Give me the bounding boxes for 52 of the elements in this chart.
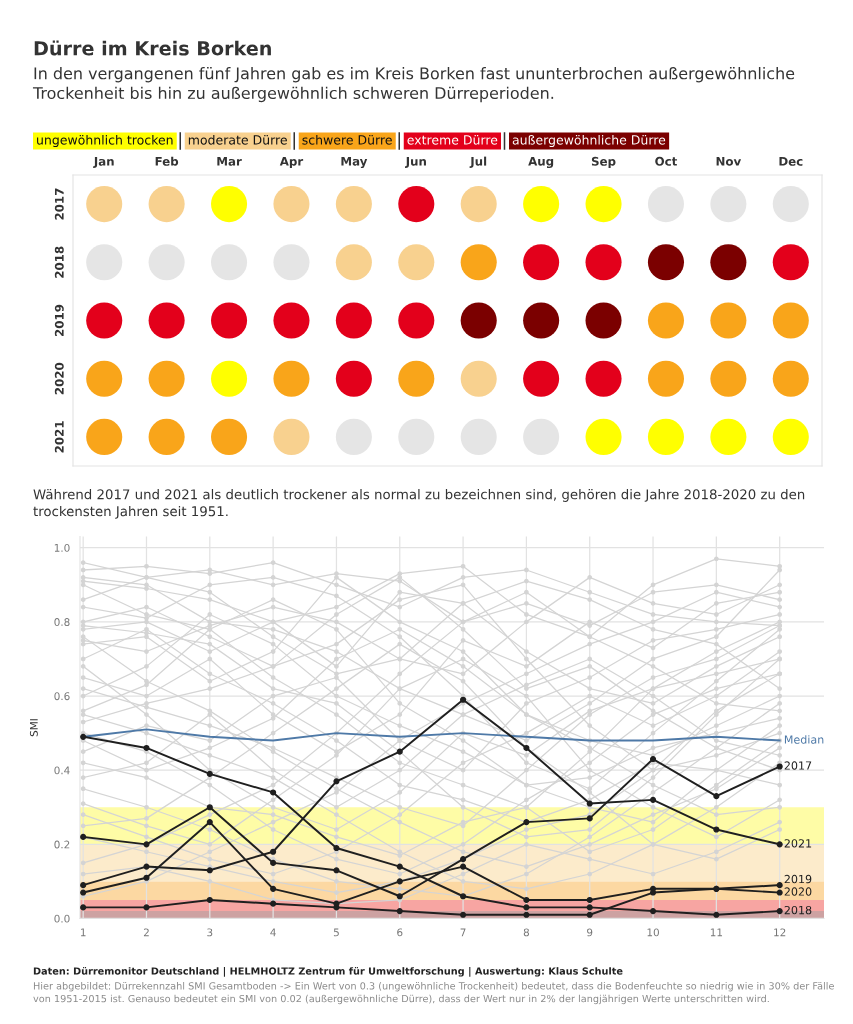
y-tick-label: 0.8 bbox=[54, 618, 70, 626]
x-tick-label: 11 bbox=[710, 928, 723, 937]
y-axis-title: SMI bbox=[29, 719, 38, 737]
x-tick-label: 6 bbox=[397, 928, 403, 937]
x-tick-label: Aug bbox=[528, 156, 554, 169]
y-tick-label: 2017 bbox=[54, 188, 64, 220]
text: Hier abgebildet: Dürrekennzahl SMI Gesamtboden -> Ein Wert von 0.3 (ungewöhnliche Trockenheit) bedeutet, dass die Bodenfeuchte so niedrig wie in 30% der Fälle von 1951-2015 ist. Genauso bedeutet ein SMI von 0.02 (außergewöhnliche Dürre), dass der Wert nur in 2% der langjährigen Werte unterschritten wird. bbox=[33, 982, 834, 1005]
x-tick-label: 2 bbox=[143, 928, 149, 937]
y-tick-label: 0.0 bbox=[54, 914, 70, 923]
text: extreme Dürre bbox=[407, 134, 498, 145]
x-tick-label: 8 bbox=[523, 928, 529, 937]
x-tick-label: Feb bbox=[155, 156, 179, 166]
text: ungewöhnlich trocken bbox=[37, 134, 173, 148]
x-tick-label: 1 bbox=[81, 928, 86, 937]
y-tick-label: 0.2 bbox=[54, 840, 70, 849]
x-tick-label: Nov bbox=[716, 156, 742, 166]
y-tick-label: 2019 bbox=[54, 304, 64, 336]
x-tick-label: Jun bbox=[405, 156, 426, 168]
y-tick-label: 2020 bbox=[54, 362, 64, 395]
series-label: Median bbox=[784, 735, 824, 744]
chart-title: Während 2017 und 2021 als deutlich trockener als normal zu bezeichnen sind, gehören die Jahre 2018-2020 zu den trockensten Jahren seit 1951. bbox=[33, 489, 805, 519]
series-label: 2019 bbox=[784, 874, 812, 884]
x-tick-label: 5 bbox=[333, 928, 339, 937]
series-label: 2018 bbox=[784, 905, 812, 915]
chart-title: Dürre im Kreis Borken bbox=[34, 40, 271, 56]
x-tick-label: 9 bbox=[587, 928, 593, 937]
y-tick-label: 0.6 bbox=[54, 692, 70, 701]
x-tick-label: Dec bbox=[779, 156, 803, 166]
series-label: 2017 bbox=[784, 761, 812, 770]
text: Daten: Dürremonitor Deutschland | HELMHOLTZ Zentrum für Umweltforschung | Auswertung: Klaus Schulte bbox=[33, 967, 623, 977]
x-tick-label: 10 bbox=[647, 928, 659, 937]
x-tick-label: Mar bbox=[217, 156, 242, 166]
x-tick-label: 7 bbox=[460, 928, 466, 937]
x-tick-label: Jan bbox=[93, 156, 114, 168]
text: moderate Dürre bbox=[188, 134, 287, 145]
x-tick-label: Jul bbox=[469, 156, 487, 168]
y-tick-label: 1.0 bbox=[54, 543, 70, 552]
x-tick-label: 3 bbox=[207, 928, 213, 937]
text: schwere Dürre bbox=[302, 134, 392, 145]
x-tick-label: Sep bbox=[591, 156, 616, 169]
x-tick-label: 4 bbox=[270, 928, 276, 937]
x-tick-label: Apr bbox=[279, 156, 304, 169]
x-tick-label: 12 bbox=[774, 928, 786, 937]
series-label: 2020 bbox=[784, 887, 812, 896]
text: außergewöhnliche Dürre bbox=[512, 134, 666, 148]
x-tick-label: Oct bbox=[655, 156, 678, 166]
y-tick-label: 2018 bbox=[54, 246, 64, 278]
chart-subtitle: In den vergangenen fünf Jahren gab es im Kreis Borken fast ununterbrochen außergewöhnliche Trockenheit bis hin zu außergewöhnlich schweren Dürreperioden. bbox=[32, 67, 795, 103]
x-tick-label: May bbox=[341, 156, 368, 169]
series-label: 2021 bbox=[784, 839, 812, 848]
y-tick-label: 0.4 bbox=[54, 766, 70, 775]
y-tick-label: 2021 bbox=[54, 421, 64, 453]
